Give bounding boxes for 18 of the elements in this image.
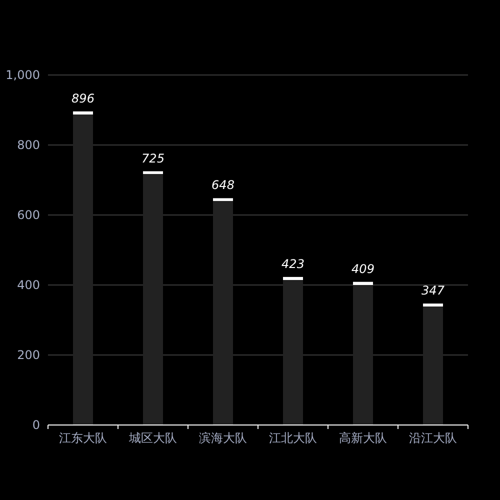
x-tick-label: 沿江大队 — [409, 431, 457, 445]
data-label: 347 — [422, 284, 445, 298]
y-tick-label: 400 — [17, 278, 40, 292]
x-tick-label: 江北大队 — [269, 431, 317, 445]
y-tick-label: 200 — [17, 348, 40, 362]
x-tick-label: 城区大队 — [128, 431, 177, 445]
x-tick-label: 滨海大队 — [199, 431, 247, 445]
y-tick-label: 600 — [17, 208, 40, 222]
data-label: 423 — [282, 256, 304, 271]
data-label: 896 — [72, 91, 95, 106]
y-tick-label: 1,000 — [6, 68, 40, 82]
x-tick-label: 高新大队 — [339, 431, 387, 445]
x-tick-label: 江东大队 — [59, 431, 107, 445]
y-tick-label: 0 — [32, 418, 40, 432]
data-label: 409 — [352, 262, 374, 276]
data-label: 725 — [142, 151, 164, 166]
y-tick-label: 800 — [17, 138, 40, 152]
data-label: 648 — [212, 178, 235, 192]
